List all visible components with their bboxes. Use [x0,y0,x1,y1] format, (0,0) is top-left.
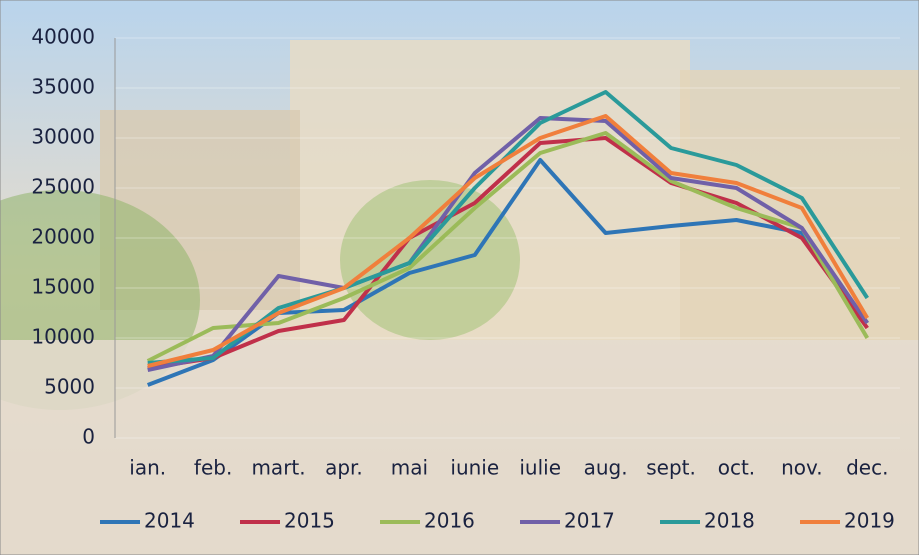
y-tick-label: 5000 [44,375,95,399]
x-tick-label: iulie [519,456,561,480]
y-tick-label: 40000 [31,25,95,49]
square [0,340,919,555]
legend-label: 2019 [844,509,895,533]
legend-label: 2018 [704,509,755,533]
x-tick-label: iunie [450,456,499,480]
x-tick-label: aug. [584,456,628,480]
y-tick-label: 10000 [31,325,95,349]
line-series [146,131,870,363]
y-tick-label: 15000 [31,275,95,299]
x-tick-label: feb. [194,456,232,480]
y-tick-label: 35000 [31,75,95,99]
x-tick-label: nov. [781,456,823,480]
x-tick-label: mart. [251,456,305,480]
x-tick-label: apr. [325,456,363,480]
y-tick-label: 0 [82,425,95,449]
x-tick-label: oct. [718,456,755,480]
x-tick-label: ian. [129,456,166,480]
line-series [147,114,870,368]
legend-label: 2015 [284,509,335,533]
legend-label: 2014 [144,509,195,533]
x-tick-label: dec. [846,456,888,480]
y-tick-label: 30000 [31,125,95,149]
legend-label: 2016 [424,509,475,533]
x-tick-label: mai [391,456,428,480]
line-series [147,136,869,370]
tree [340,180,520,340]
line-series [147,116,869,372]
y-tick-label: 25000 [31,175,95,199]
legend-label: 2017 [564,509,615,533]
line-series [147,90,869,365]
x-tick-label: sept. [646,456,696,480]
y-tick-label: 20000 [31,225,95,249]
